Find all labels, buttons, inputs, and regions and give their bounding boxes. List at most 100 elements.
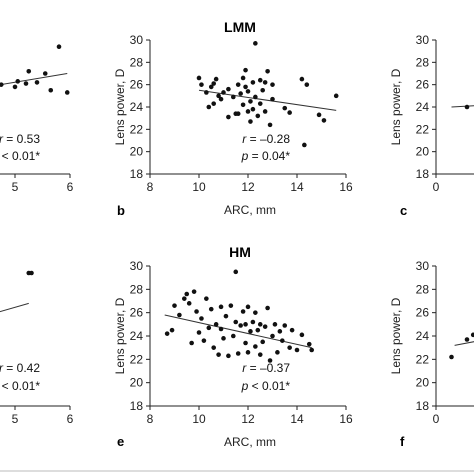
lmm-data-point xyxy=(270,96,275,102)
top-right-y-tick-label: 20 xyxy=(416,145,430,159)
hm-data-point xyxy=(164,331,170,336)
hm-y-label: Lens power, D xyxy=(113,297,127,374)
hm-data-point xyxy=(250,319,256,325)
bottom-left-x-tick-label: 5 xyxy=(12,412,19,426)
lmm-data-point xyxy=(238,91,243,96)
hm-x-tick-label: 16 xyxy=(339,412,353,426)
bottom-right-y-tick-label: 18 xyxy=(416,399,430,413)
top-left-data-point xyxy=(42,71,48,76)
hm-data-point xyxy=(243,322,248,327)
hm-data-point xyxy=(257,322,263,327)
hm-data-point xyxy=(177,312,182,318)
hm-data-point xyxy=(245,350,251,355)
bottom-right-y-tick-label: 22 xyxy=(416,352,430,366)
lmm-data-point xyxy=(282,105,288,111)
hm-data-point xyxy=(243,340,248,346)
lmm-data-point xyxy=(250,106,256,112)
lmm-data-point xyxy=(216,93,221,99)
hm-y-tick-label: 28 xyxy=(130,282,144,296)
top-left-x-tick-label: 5 xyxy=(12,180,19,194)
hm-data-point xyxy=(282,323,288,328)
top-left-trend-line xyxy=(0,73,68,86)
lmm-data-point xyxy=(243,67,248,73)
hm-data-point xyxy=(226,353,231,359)
hm-data-point xyxy=(275,350,280,355)
lmm-x-tick-label: 12 xyxy=(241,180,255,194)
hm-panel-label: e xyxy=(117,434,124,449)
hm-data-point xyxy=(206,325,212,331)
lmm-data-point xyxy=(253,94,258,100)
hm-data-point xyxy=(289,327,295,333)
lmm-data-point xyxy=(231,94,236,100)
top-left-stat-p: p < 0.01* xyxy=(0,149,40,163)
hm-data-point xyxy=(277,329,283,334)
hm-y-tick-label: 20 xyxy=(130,376,144,390)
lmm-data-point xyxy=(270,82,275,87)
hm-x-tick-label: 14 xyxy=(290,412,304,426)
hm-trend-line xyxy=(164,314,312,349)
lmm-data-point xyxy=(211,81,216,86)
lmm-data-point xyxy=(243,84,248,90)
hm-data-point xyxy=(213,322,219,327)
lmm-data-point xyxy=(265,68,270,74)
lmm-data-point xyxy=(255,113,261,119)
lmm-data-point xyxy=(218,96,224,102)
top-right-trend-line xyxy=(451,105,474,108)
hm-data-point xyxy=(186,301,192,306)
hm-data-point xyxy=(238,323,243,328)
hm-data-point xyxy=(196,330,202,335)
lmm-data-point xyxy=(257,77,263,83)
bottom-right-y-tick-label: 20 xyxy=(416,376,430,390)
hm-data-point xyxy=(253,310,258,315)
bottom-right-trend-line xyxy=(454,341,474,346)
lmm-y-label: Lens power, D xyxy=(113,68,127,145)
hm-y-tick-label: 26 xyxy=(130,306,144,320)
bottom-right-data-point xyxy=(470,332,474,338)
lmm-data-point xyxy=(257,101,263,106)
lmm-y-tick-label: 20 xyxy=(130,145,144,159)
hm-data-point xyxy=(199,316,204,321)
lmm-data-point xyxy=(267,122,273,128)
lmm-title: LMM xyxy=(224,19,256,35)
top-right-y-tick-label: 28 xyxy=(416,55,430,69)
lmm-data-point xyxy=(287,110,292,115)
top-right-y-tick-label: 22 xyxy=(416,122,430,136)
bottom-right-y-tick-label: 24 xyxy=(416,329,430,343)
hm-data-point xyxy=(255,327,261,333)
hm-y-tick-label: 22 xyxy=(130,352,144,366)
lmm-data-point xyxy=(235,111,241,116)
lmm-y-tick-label: 22 xyxy=(130,122,144,136)
hm-y-tick-label: 18 xyxy=(130,399,144,413)
bottom-right-y-tick-label: 30 xyxy=(416,259,430,273)
lmm-data-point xyxy=(262,109,268,114)
top-right-panel-label: c xyxy=(400,203,407,218)
hm-data-point xyxy=(189,340,194,346)
top-right-y-tick-label: 30 xyxy=(416,33,430,47)
lmm-data-point xyxy=(248,119,253,124)
lmm-data-point xyxy=(213,76,219,82)
hm-data-point xyxy=(280,338,285,343)
top-left-x-tick-label: 6 xyxy=(67,180,74,194)
hm-data-point xyxy=(294,347,300,353)
top-left-data-point xyxy=(56,44,62,49)
top-left-data-point xyxy=(12,84,18,90)
top-right-y-tick-label: 24 xyxy=(416,100,430,114)
hm-data-point xyxy=(245,304,251,310)
lmm-data-point xyxy=(321,118,327,123)
hm-data-point xyxy=(231,333,236,339)
bottom-right-data-point xyxy=(449,354,454,360)
hm-data-point xyxy=(194,309,199,314)
top-left-data-point xyxy=(34,80,40,85)
hm-stat-p: p < 0.01* xyxy=(241,379,291,393)
lmm-stat-r: r = –0.28 xyxy=(242,132,290,146)
bottom-left-stat-p: p < 0.01* xyxy=(0,379,40,393)
lmm-data-point xyxy=(333,93,339,99)
lmm-data-point xyxy=(226,114,231,120)
hm-data-point xyxy=(184,291,190,297)
hm-data-point xyxy=(253,344,258,349)
hm-x-tick-label: 10 xyxy=(192,412,206,426)
lmm-data-point xyxy=(253,41,258,46)
top-left-data-point xyxy=(0,82,4,87)
hm-data-point xyxy=(260,339,266,345)
